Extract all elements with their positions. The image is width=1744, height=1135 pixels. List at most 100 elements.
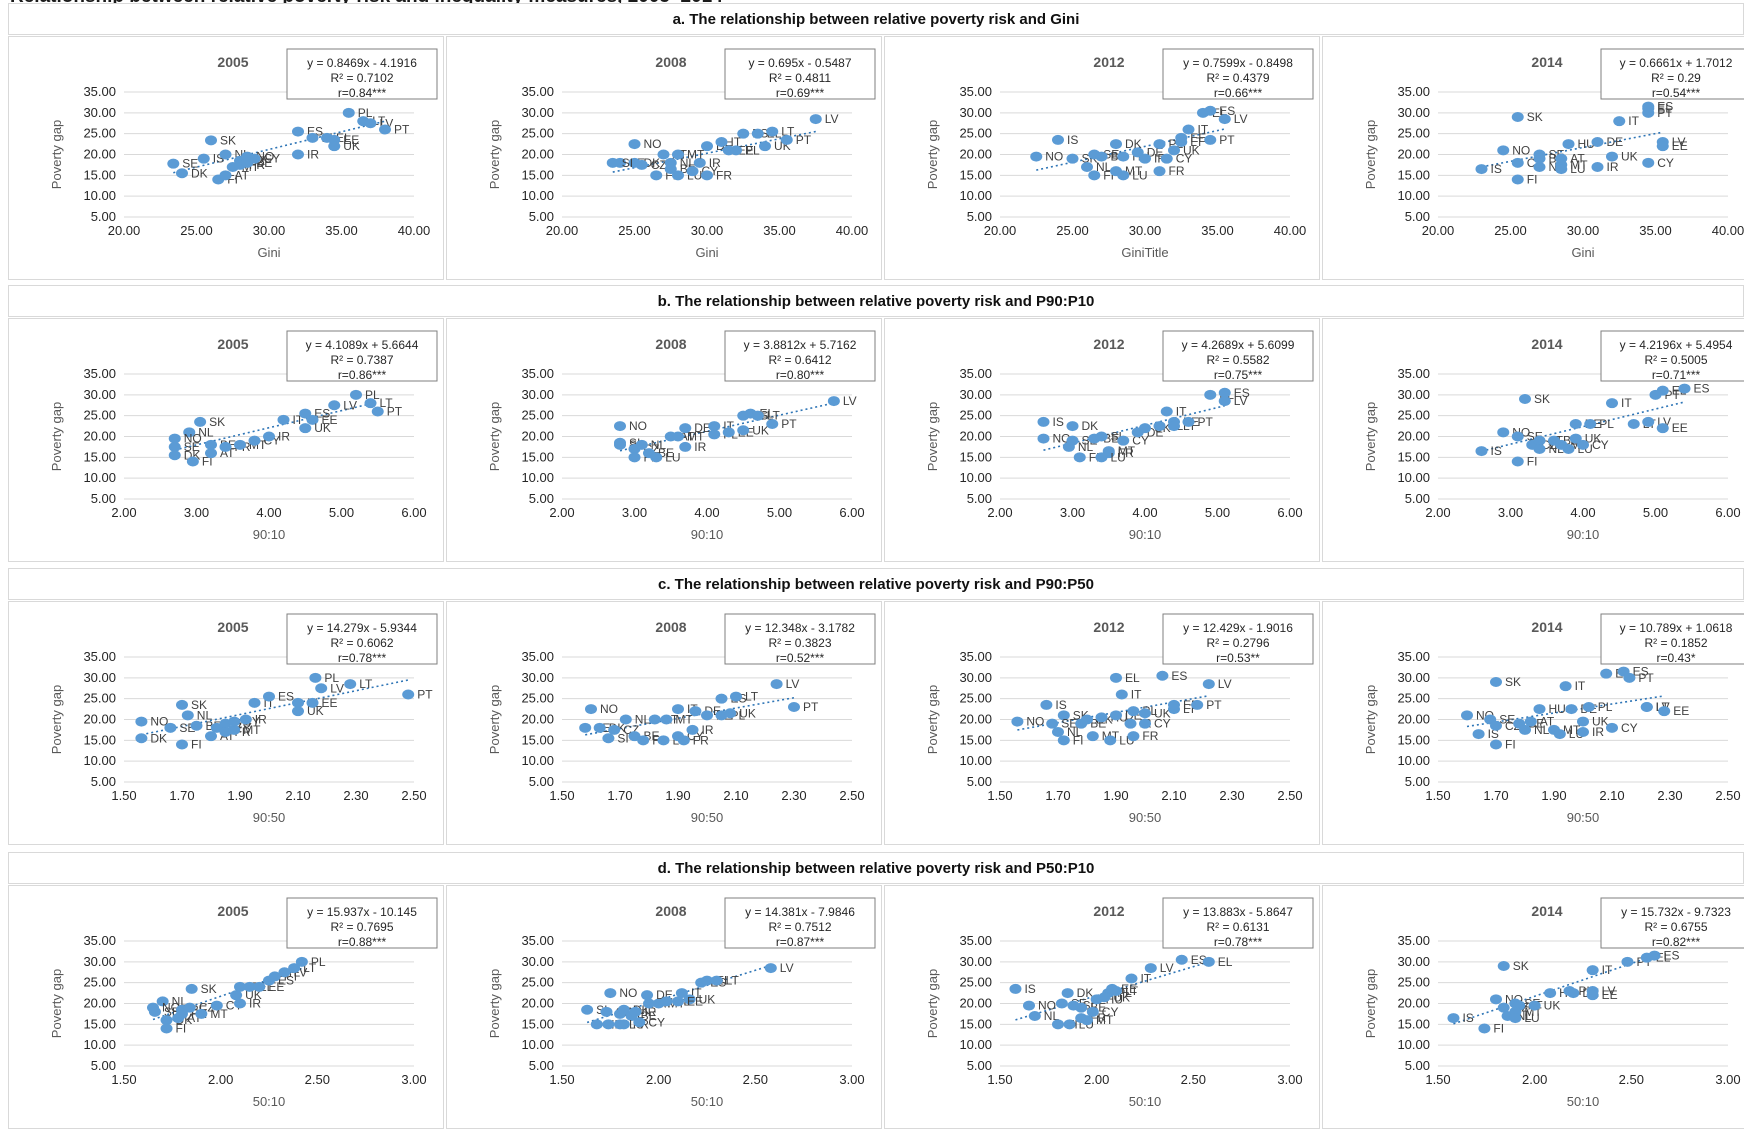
point-label: FI [227, 173, 238, 187]
y-tick-label: 15.00 [521, 167, 554, 182]
data-point [1098, 992, 1111, 1003]
chart-title: 2005 [217, 619, 248, 635]
point-label: MT [1563, 723, 1581, 737]
data-point [608, 724, 621, 735]
point-label: NO [619, 986, 637, 1000]
data-point [1061, 988, 1074, 999]
data-point [637, 735, 650, 746]
regression-r: r=0.75*** [1214, 368, 1263, 382]
y-tick-label: 30.00 [521, 954, 554, 969]
y-axis-label: Poverty gap [49, 120, 64, 189]
point-label: CY [1657, 156, 1674, 170]
chart-title: 2014 [1531, 903, 1562, 919]
data-point [629, 1006, 642, 1017]
data-point [600, 1006, 613, 1017]
data-point [683, 994, 696, 1005]
point-label: DK [644, 156, 661, 170]
point-label: NO [150, 715, 168, 729]
data-point [1037, 433, 1050, 444]
y-tick-label: 30.00 [521, 105, 554, 120]
data-point [1528, 1000, 1541, 1011]
trendline [173, 120, 386, 174]
point-label: PT [796, 133, 812, 147]
regression-r2: R² = 0.4811 [769, 71, 831, 85]
data-point [1175, 137, 1188, 147]
x-axis-label: Gini [257, 245, 280, 260]
data-point [1066, 435, 1079, 446]
data-point [1204, 134, 1217, 145]
y-tick-label: 15.00 [1397, 1016, 1430, 1031]
point-label: LU [1524, 1011, 1539, 1025]
x-tick-label: 1.50 [1425, 788, 1450, 803]
y-tick-label: 10.00 [521, 1037, 554, 1052]
x-tick-label: 1.50 [1425, 1072, 1450, 1087]
x-tick-label: 1.90 [227, 788, 252, 803]
x-tick-label: 2.00 [1522, 1072, 1547, 1087]
x-tick-label: 6.00 [401, 505, 426, 520]
point-label: ES [278, 974, 294, 988]
scatter-chart: 5.00 10.00 15.00 20.00 25.00 30.00 35.00 2.00 3.… [49, 330, 438, 542]
regression-r: r=0.78*** [1214, 935, 1263, 949]
data-point [1533, 162, 1546, 172]
data-point [628, 452, 641, 463]
y-tick-label: 20.00 [1397, 429, 1430, 444]
data-point [1030, 151, 1043, 162]
x-tick-label: 4.00 [694, 505, 719, 520]
x-tick-label: 2.00 [1084, 1072, 1109, 1087]
chart-title: 2008 [655, 336, 686, 352]
data-point [701, 975, 713, 986]
point-label: EE [1190, 131, 1206, 145]
data-point [1139, 718, 1151, 729]
point-label: NO [629, 419, 647, 433]
scatter-chart: 5.00 10.00 15.00 20.00 25.00 30.00 35.00 1.50 1.… [49, 613, 438, 825]
point-label: LV [343, 398, 357, 412]
y-tick-label: 20.00 [959, 429, 992, 444]
regression-equation: y = 14.381x - 7.9846 [745, 905, 855, 919]
data-point [1461, 710, 1473, 721]
data-point [1582, 702, 1595, 712]
y-tick-label: 25.00 [959, 126, 992, 141]
y-tick-label: 25.00 [83, 408, 116, 423]
data-point [1577, 439, 1589, 450]
data-point [628, 139, 641, 150]
regression-r2: R² = 0.6755 [1644, 920, 1707, 934]
regression-r2: R² = 0.6412 [768, 353, 831, 367]
data-point [1642, 157, 1655, 168]
point-label: LU [665, 450, 680, 464]
data-point [156, 996, 169, 1007]
scatter-chart: 5.00 10.00 15.00 20.00 25.00 30.00 35.00 1.50 2.… [925, 897, 1314, 1109]
point-label: SI [1082, 999, 1093, 1013]
chart-title: 2008 [655, 619, 686, 635]
point-label: NL [1078, 440, 1094, 454]
y-tick-label: 15.00 [959, 1016, 992, 1031]
point-label: NO [1053, 432, 1071, 446]
y-tick-label: 10.00 [83, 1037, 116, 1052]
point-label: IT [1176, 405, 1187, 419]
y-tick-label: 25.00 [959, 691, 992, 706]
regression-equation: y = 3.8812x + 5.7162 [744, 338, 857, 352]
regression-box [724, 897, 876, 949]
regression-r: r=0.82*** [1652, 935, 1701, 949]
data-point [1204, 389, 1217, 400]
point-label: ES [1633, 665, 1649, 679]
regression-box [1162, 330, 1314, 382]
x-tick-label: 3.00 [401, 1072, 426, 1087]
data-point [1086, 731, 1099, 742]
data-point [724, 708, 737, 719]
data-point [1656, 385, 1669, 396]
data-point [660, 996, 673, 1007]
regression-equation: y = 0.8469x - 4.1916 [307, 56, 417, 70]
trendline [1481, 131, 1663, 168]
data-point [780, 134, 793, 145]
scatter-chart: 5.00 10.00 15.00 20.00 25.00 30.00 35.00 1.50 2.… [1363, 897, 1744, 1109]
point-label: SK [1534, 392, 1550, 406]
point-label: IT [1575, 679, 1586, 693]
point-label: ES [1657, 100, 1673, 114]
point-label: UK [1544, 999, 1561, 1013]
regression-r2: R² = 0.6062 [330, 636, 393, 650]
data-point [1497, 961, 1510, 971]
data-point [1218, 396, 1231, 407]
regression-box [724, 48, 876, 100]
y-tick-label: 25.00 [521, 408, 554, 423]
point-label: FI [1073, 733, 1084, 747]
